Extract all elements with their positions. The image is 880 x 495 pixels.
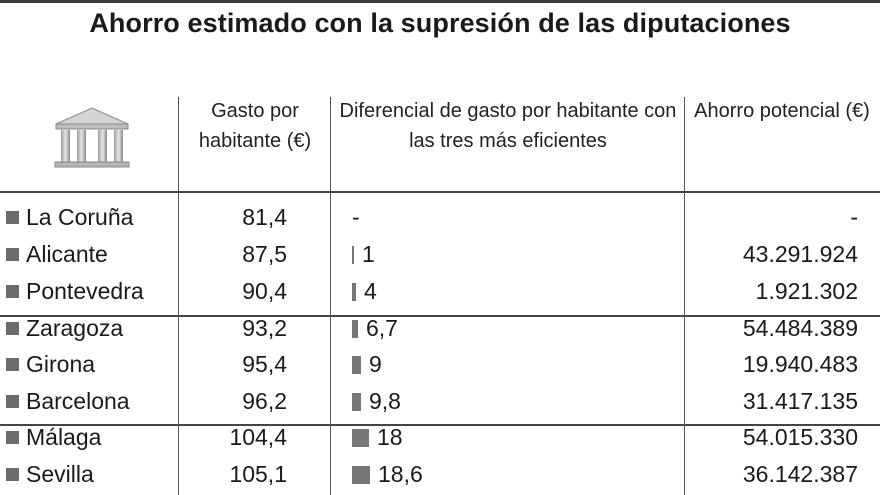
gasto-value: 96,2 <box>242 388 287 414</box>
header-rule <box>0 191 880 193</box>
header-ahorro: Ahorro potencial (€) <box>694 100 870 122</box>
ahorro-value: 43.291.924 <box>742 241 858 267</box>
province-name: Girona <box>26 351 96 377</box>
diferencial-value: 18 <box>377 424 403 450</box>
ahorro-value: 31.417.135 <box>742 388 858 414</box>
group-rule <box>0 424 880 426</box>
gasto-value: 87,5 <box>242 241 287 267</box>
column-divider <box>684 192 685 495</box>
diferencial-bar <box>352 356 361 374</box>
ahorro-value: 1.921.302 <box>755 278 858 304</box>
diferencial-value: 6,7 <box>366 315 398 341</box>
gasto-value: 81,4 <box>242 204 287 230</box>
diferencial-value: 4 <box>364 278 377 304</box>
column-divider <box>178 192 179 495</box>
table-row: Girona 95,4 9 19.940.483 <box>0 346 880 382</box>
table-row: Málaga 104,4 18 54.015.330 <box>0 419 880 455</box>
gasto-value: 95,4 <box>242 351 287 377</box>
header-diferencial: Diferencial de gasto por habitante con l… <box>339 100 677 152</box>
top-rule <box>0 0 880 3</box>
diferencial-bar <box>352 246 354 264</box>
gasto-value: 93,2 <box>242 315 287 341</box>
province-name: Alicante <box>26 241 108 267</box>
row-marker <box>6 395 19 408</box>
diferencial-bar <box>352 393 361 411</box>
table-row: Sevilla 105,1 18,6 36.142.387 <box>0 456 880 492</box>
ahorro-value: 54.484.389 <box>742 315 858 341</box>
column-divider <box>330 192 331 495</box>
chart-title: Ahorro estimado con la supresión de las … <box>89 8 791 38</box>
gasto-value: 105,1 <box>229 461 287 487</box>
row-marker <box>6 322 19 335</box>
diferencial-bar <box>352 466 370 484</box>
diferencial-value: 9 <box>369 351 382 377</box>
row-marker <box>6 248 19 261</box>
diferencial-value: 18,6 <box>378 461 423 487</box>
table-row: Barcelona 96,2 9,8 31.417.135 <box>0 383 880 419</box>
diferencial-value: - <box>352 204 360 230</box>
ahorro-value: 54.015.330 <box>742 424 858 450</box>
table-row: La Coruña 81,4 - - <box>0 199 880 235</box>
province-name: La Coruña <box>26 204 134 230</box>
province-name: Málaga <box>26 424 102 450</box>
row-marker <box>6 431 19 444</box>
government-building-icon <box>54 107 130 168</box>
ahorro-value: 36.142.387 <box>742 461 858 487</box>
gasto-value: 104,4 <box>229 424 287 450</box>
row-marker <box>6 468 19 481</box>
province-name: Barcelona <box>26 388 130 414</box>
row-marker <box>6 358 19 371</box>
ahorro-value: 19.940.483 <box>742 351 858 377</box>
diferencial-value: 9,8 <box>369 388 401 414</box>
row-marker <box>6 211 19 224</box>
table-row: Zaragoza 93,2 6,7 54.484.389 <box>0 310 880 346</box>
province-name: Pontevedra <box>26 278 144 304</box>
province-name: Sevilla <box>26 461 94 487</box>
diferencial-bar <box>352 320 358 338</box>
group-rule <box>0 315 880 317</box>
header-divider <box>178 97 179 192</box>
header-divider <box>330 97 331 192</box>
row-marker <box>6 285 19 298</box>
table-row: Alicante 87,5 1 43.291.924 <box>0 236 880 272</box>
diferencial-value: 1 <box>362 241 375 267</box>
province-name: Zaragoza <box>26 315 124 341</box>
header-divider <box>684 97 685 192</box>
ahorro-value: - <box>850 204 858 230</box>
header-gasto: Gasto por habitante (€) <box>198 100 312 152</box>
table-row: Pontevedra 90,4 4 1.921.302 <box>0 273 880 309</box>
diferencial-bar <box>352 429 369 447</box>
diferencial-bar <box>352 283 356 301</box>
gasto-value: 90,4 <box>242 278 287 304</box>
